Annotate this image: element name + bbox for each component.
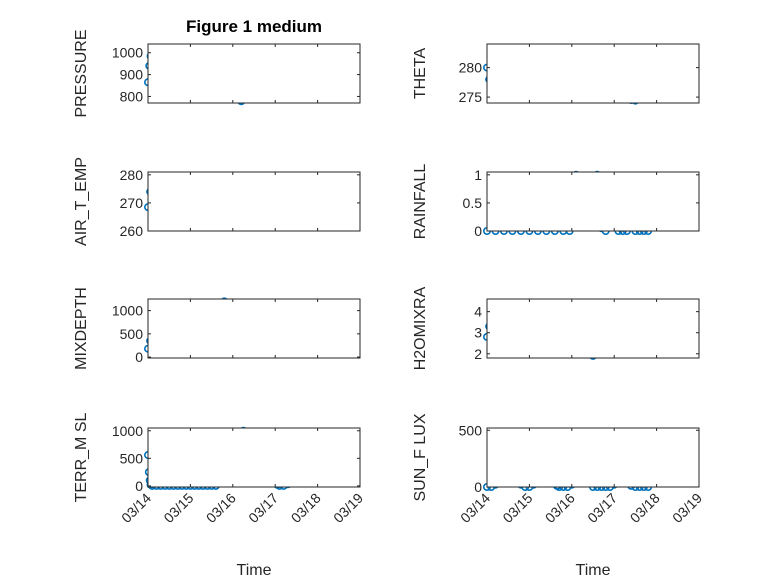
- y-tick-label: 0: [135, 349, 143, 365]
- x-axis-label: Time: [237, 562, 272, 579]
- x-axis-label: Time: [576, 562, 611, 579]
- y-tick-label: 0: [474, 479, 482, 495]
- y-tick-label: 2: [474, 346, 482, 362]
- y-axis-label: MIXDEPTH: [73, 287, 90, 370]
- y-tick-label: 0.5: [463, 195, 483, 211]
- y-axis-label: TERR_M SL: [73, 413, 90, 503]
- y-axis-label: RAINFALL: [412, 164, 429, 240]
- y-tick-label: 500: [459, 422, 483, 438]
- axes-frame: [147, 171, 361, 232]
- subplot-h2omixra: 2 3 4 H2OMIXRA: [412, 286, 700, 370]
- y-tick-label: 280: [459, 60, 483, 76]
- y-axis-label: H2OMIXRA: [412, 286, 429, 370]
- y-axis-label: SUN_F LUX: [412, 413, 429, 501]
- figure-title: Figure 1 medium: [186, 17, 322, 36]
- axes-frame: [486, 171, 700, 232]
- y-axis-label: AIR_T_EMP: [73, 157, 90, 246]
- y-tick-label: 900: [120, 67, 144, 83]
- subplot-theta: 275 280 THETA: [412, 43, 700, 105]
- y-axis-label: PRESSURE: [73, 29, 90, 117]
- y-axis-label: THETA: [412, 48, 429, 100]
- subplot-rainfall: 0 0.5 1 RAINFALL: [412, 164, 700, 240]
- axes-frame: [486, 298, 700, 359]
- subplot-pressure: 800 900 1000 PRESSURE Figure 1 medium: [73, 17, 361, 118]
- y-tick-label: 500: [120, 450, 144, 466]
- subplot-air_temp: 260 270 280 AIR_T_EMP: [73, 157, 361, 246]
- y-tick-label: 270: [120, 195, 144, 211]
- y-tick-label: 1000: [112, 303, 143, 319]
- y-tick-label: 3: [474, 325, 482, 341]
- y-tick-label: 0: [135, 478, 143, 494]
- axes-frame: [147, 427, 361, 488]
- y-tick-label: 1000: [112, 45, 143, 61]
- axes-frame: [486, 427, 700, 488]
- y-tick-label: 800: [120, 88, 144, 104]
- y-tick-label: 0: [474, 223, 482, 239]
- y-tick-label: 1: [474, 167, 482, 183]
- y-tick-label: 500: [120, 326, 144, 342]
- axes-frame: [486, 43, 700, 104]
- axes-frame: [147, 298, 361, 359]
- subplot-mixdepth: 0 500 1000 MIXDEPTH: [73, 287, 361, 370]
- y-tick-label: 1000: [112, 423, 143, 439]
- y-tick-label: 275: [459, 89, 483, 105]
- y-tick-label: 260: [120, 223, 144, 239]
- y-tick-label: 280: [120, 167, 144, 183]
- axes-frame: [147, 43, 361, 104]
- y-tick-label: 4: [474, 304, 482, 320]
